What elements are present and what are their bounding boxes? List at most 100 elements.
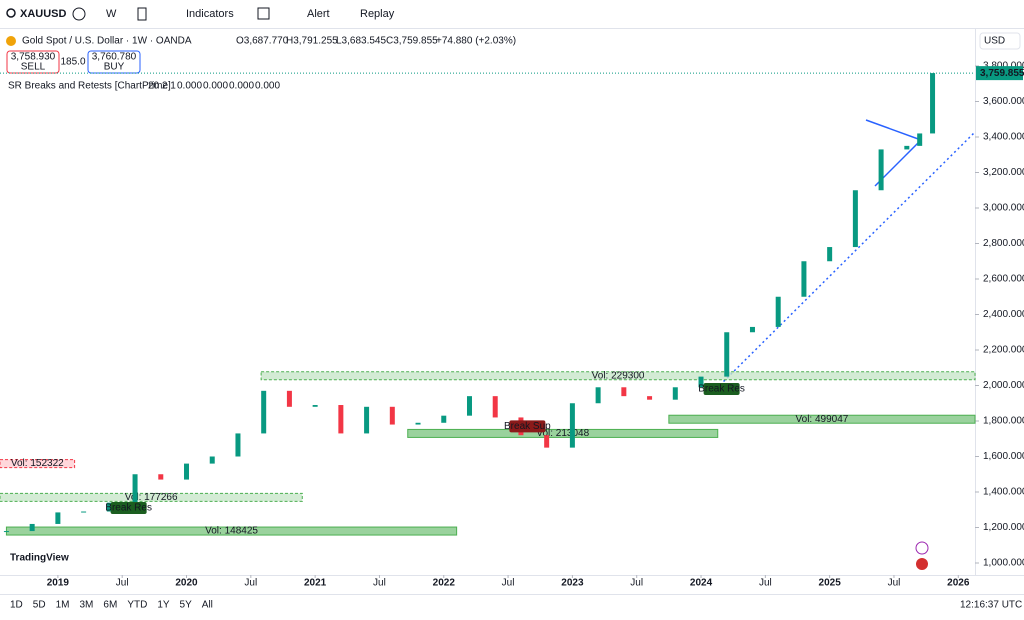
x-tick-label: 2026 [947,578,970,589]
x-tick-label: 2021 [304,578,327,589]
indicator-value: 0.000 [229,81,254,92]
timeframe[interactable]: 5D [33,600,46,611]
candle [29,523,35,532]
candle [158,474,164,480]
add-symbol[interactable] [72,7,86,21]
candle [286,390,292,407]
candle [81,511,87,513]
candle [209,456,215,464]
x-tick-label: Jul [888,578,901,589]
y-tick-label: 3,000.000 [983,203,1024,214]
candle [544,435,550,448]
signal-box [509,420,546,433]
timeframe[interactable]: 1D [10,600,23,611]
x-tick-label: Jul [116,578,129,589]
candle [55,512,61,524]
y-tick-label: 1,400.000 [983,487,1024,498]
x-tick-label: 2023 [561,578,584,589]
candle [930,73,936,134]
buy-price: 3,760.780 [92,52,137,63]
indicator-params: 20 2 1 [148,81,176,92]
zone-label: Vol: 177266 [125,492,178,503]
alert[interactable]: Alert [307,8,330,20]
chart-type[interactable] [137,7,147,21]
sell-price: 3,758.930 [11,52,56,63]
timeframe[interactable]: All [202,600,213,611]
timeframe[interactable]: YTD [127,600,147,611]
symbol-logo [6,36,16,46]
y-tick-label: 1,200.000 [983,522,1024,533]
candle [672,387,678,400]
spread: 185.0 [60,57,85,68]
candle [801,261,807,297]
zone-label: Vol: 152322 [11,458,64,469]
legend-title: Gold Spot / U.S. Dollar · 1W · OANDA [22,36,192,47]
zone-label: Vol: 213048 [536,428,589,439]
x-tick-label: 2022 [433,578,456,589]
timeframe[interactable]: 1Y [157,600,170,611]
candle [441,415,447,423]
y-tick-label: 3,600.000 [983,96,1024,107]
y-tick-label: 3,400.000 [983,132,1024,143]
x-tick-label: 2024 [690,578,713,589]
search-icon[interactable] [6,8,16,18]
candle [647,396,653,400]
indicator-name: SR Breaks and Retests [ChartPrime] [8,81,171,92]
y-tick-label: 2,800.000 [983,238,1024,249]
indicators[interactable]: Indicators [186,8,234,20]
indicator-value: 0.000 [177,81,202,92]
sr-zone [0,492,303,502]
event-icon[interactable] [916,558,928,570]
candle [132,474,138,503]
symbol[interactable]: XAUUSD [20,8,67,20]
replay[interactable]: Replay [360,8,395,20]
x-tick-label: Jul [759,578,772,589]
zone-label: Vol: 148425 [205,526,258,537]
sr-zone [668,414,976,424]
x-tick-label: 2025 [819,578,842,589]
candle [312,405,318,407]
timeframe[interactable]: 5Y [180,600,193,611]
y-tick-label: 1,600.000 [983,451,1024,462]
candle [595,387,601,404]
indicator-value: 0.000 [203,81,228,92]
timeframe[interactable]: 1M [56,600,70,611]
y-tick-label: 3,200.000 [983,167,1024,178]
legend-open: O3,687.770 [236,36,289,47]
trend-line [719,131,976,386]
x-tick-label: 2019 [47,578,70,589]
sr-zone [260,371,976,381]
currency-button[interactable] [979,32,1021,50]
layouts[interactable] [257,7,270,20]
interval[interactable]: W [106,8,117,20]
currency: USD [984,36,1005,47]
last-price: 3,759.855 [980,68,1024,79]
candle [415,422,421,425]
sell-label: SELL [21,62,46,73]
timeframe[interactable]: 3M [80,600,94,611]
x-tick-label: Jul [502,578,515,589]
timeframe[interactable]: 6M [103,600,117,611]
x-tick-label: Jul [373,578,386,589]
sr-zone [0,459,76,469]
x-tick-label: 2020 [175,578,198,589]
candle [852,190,858,248]
candle [184,463,190,480]
indicator-value: 0.000 [255,81,280,92]
candle [878,149,884,191]
candle [492,396,498,418]
candle [621,387,627,397]
candle [698,376,704,388]
candle [261,390,267,434]
buy-label: BUY [104,62,125,73]
y-tick-label: 2,600.000 [983,274,1024,285]
legend-high: H3,791.255 [286,36,338,47]
candle [749,326,755,333]
last-price-tag [976,66,1023,81]
sr-zone [407,428,719,438]
event-icon[interactable] [915,541,929,555]
candle [724,332,730,377]
brand: TradingView [10,553,69,564]
signal-label: Break Res [105,503,152,514]
candle [466,396,472,416]
